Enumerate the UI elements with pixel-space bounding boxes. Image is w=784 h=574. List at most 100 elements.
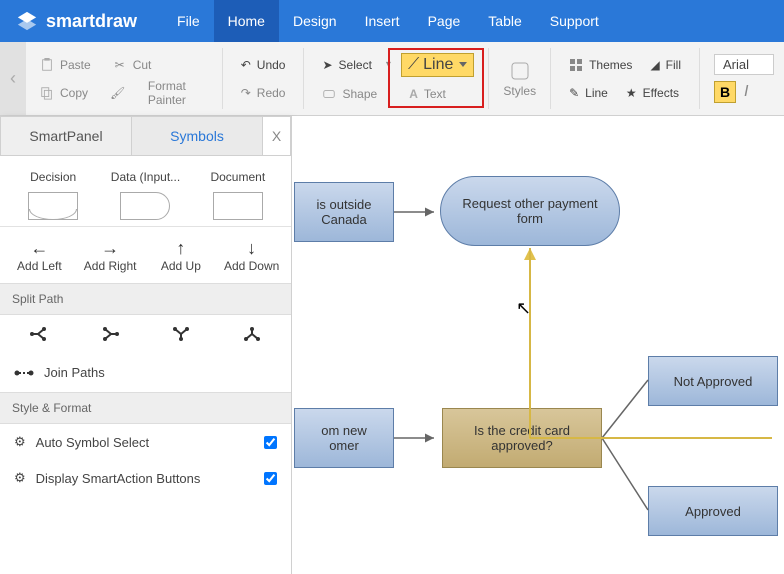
split-opt-2[interactable] bbox=[75, 325, 146, 343]
redo-label: Redo bbox=[257, 86, 286, 100]
add-up-button[interactable]: ↑Add Up bbox=[146, 237, 217, 273]
chevron-down-icon[interactable]: ▾ bbox=[386, 59, 391, 70]
line-label: Line bbox=[423, 56, 453, 74]
effects-label: Effects bbox=[643, 86, 679, 100]
themes-label: Themes bbox=[589, 58, 632, 72]
node-credit-approved-text: Is the credit card approved? bbox=[453, 423, 591, 453]
connector bbox=[602, 376, 652, 446]
cut-button[interactable]: ✂ Cut bbox=[109, 54, 156, 76]
shape-tool-button[interactable]: Shape bbox=[318, 83, 381, 105]
arrow-up-icon: ↑ bbox=[146, 237, 217, 259]
line-tool-button[interactable]: ⟋Line bbox=[401, 53, 474, 77]
text-icon: A bbox=[409, 87, 418, 101]
shape-data-input[interactable]: Data (Input... bbox=[106, 170, 184, 220]
menu-home[interactable]: Home bbox=[214, 0, 279, 42]
effects-button[interactable]: ★Effects bbox=[622, 82, 683, 104]
cut-label: Cut bbox=[133, 58, 152, 72]
menu-file[interactable]: File bbox=[163, 0, 214, 42]
shape-decision-label: Decision bbox=[30, 170, 76, 184]
undo-button[interactable]: ↶ Undo bbox=[237, 54, 290, 76]
drawing-canvas[interactable]: is outside Canada Request other payment … bbox=[292, 116, 784, 574]
menu-design[interactable]: Design bbox=[279, 0, 351, 42]
menu-support[interactable]: Support bbox=[536, 0, 613, 42]
node-not-approved[interactable]: Not Approved bbox=[648, 356, 778, 406]
line-style-button[interactable]: ✎ Line bbox=[565, 82, 612, 104]
pencil-icon: ✎ bbox=[569, 86, 579, 100]
node-request-payment[interactable]: Request other payment form bbox=[440, 176, 620, 246]
text-tool-button[interactable]: A Text bbox=[405, 83, 450, 105]
split-opt-4[interactable] bbox=[216, 325, 287, 343]
line-style-label: Line bbox=[585, 86, 608, 100]
brush-icon: 🖌 bbox=[110, 86, 124, 100]
node-new-customer-text: om new omer bbox=[321, 423, 367, 453]
join-paths-label: Join Paths bbox=[44, 365, 105, 380]
copy-button[interactable]: Copy bbox=[36, 82, 92, 104]
styles-label[interactable]: Styles bbox=[503, 84, 536, 98]
copy-label: Copy bbox=[60, 86, 88, 100]
shape-document[interactable]: Document bbox=[199, 170, 277, 220]
cursor-icon: ➤ bbox=[322, 58, 332, 72]
join-paths-button[interactable]: Join Paths bbox=[0, 353, 291, 392]
add-right-button[interactable]: →Add Right bbox=[75, 237, 146, 273]
mouse-cursor-icon: ↖ bbox=[516, 298, 531, 319]
menu-insert[interactable]: Insert bbox=[351, 0, 414, 42]
italic-button[interactable]: I bbox=[740, 83, 752, 101]
shape-document-label: Document bbox=[210, 170, 265, 184]
gear-icon: ⚙ bbox=[14, 470, 26, 486]
ribbon-collapse-handle[interactable]: ‹ bbox=[0, 42, 26, 115]
arrow-left-icon: ← bbox=[4, 237, 75, 259]
menubar: smartdraw File Home Design Insert Page T… bbox=[0, 0, 784, 42]
node-credit-approved[interactable]: Is the credit card approved? bbox=[442, 408, 602, 468]
add-left-button[interactable]: ←Add Left bbox=[4, 237, 75, 273]
themes-button[interactable]: Themes bbox=[565, 54, 636, 76]
menu-table[interactable]: Table bbox=[474, 0, 535, 42]
style-format-header: Style & Format bbox=[0, 392, 291, 424]
bold-button[interactable]: B bbox=[714, 81, 736, 103]
font-family-select[interactable]: Arial bbox=[714, 54, 774, 75]
add-up-label: Add Up bbox=[161, 259, 201, 273]
add-right-label: Add Right bbox=[84, 259, 137, 273]
app-name: smartdraw bbox=[46, 11, 137, 32]
tab-smartpanel[interactable]: SmartPanel bbox=[0, 116, 132, 156]
node-not-approved-text: Not Approved bbox=[674, 374, 753, 389]
opt-smartaction-check[interactable] bbox=[264, 472, 277, 485]
shape-decision[interactable]: Decision bbox=[14, 170, 92, 220]
split-path-row bbox=[0, 315, 291, 353]
node-new-customer[interactable]: om new omer bbox=[294, 408, 394, 468]
node-approved-text: Approved bbox=[685, 504, 741, 519]
node-request-payment-text: Request other payment form bbox=[451, 196, 609, 226]
undo-icon: ↶ bbox=[241, 58, 251, 72]
ribbon-group-tools: ➤ Select ▾ ⟋Line Shape A Text bbox=[318, 48, 489, 109]
split-opt-3[interactable] bbox=[146, 325, 217, 343]
panel-close-button[interactable]: X bbox=[263, 116, 291, 156]
add-direction-row: ←Add Left →Add Right ↑Add Up ↓Add Down bbox=[0, 226, 291, 283]
opt-smartaction[interactable]: ⚙ Display SmartAction Buttons bbox=[0, 460, 291, 496]
select-tool-button[interactable]: ➤ Select bbox=[318, 54, 375, 76]
text-label: Text bbox=[424, 87, 446, 101]
menu-page[interactable]: Page bbox=[414, 0, 475, 42]
scissors-icon: ✂ bbox=[113, 58, 127, 72]
redo-button[interactable]: ↷ Redo bbox=[237, 82, 290, 104]
undo-label: Undo bbox=[257, 58, 286, 72]
opt-auto-symbol-check[interactable] bbox=[264, 436, 277, 449]
tab-symbols[interactable]: Symbols bbox=[132, 116, 263, 156]
add-down-button[interactable]: ↓Add Down bbox=[216, 237, 287, 273]
chevron-down-icon[interactable] bbox=[459, 62, 467, 67]
gear-icon: ⚙ bbox=[14, 434, 26, 450]
paste-button[interactable]: Paste bbox=[36, 54, 95, 76]
connector bbox=[394, 206, 444, 218]
arrow-right-icon: → bbox=[75, 237, 146, 259]
split-opt-1[interactable] bbox=[4, 325, 75, 343]
select-label: Select bbox=[339, 58, 372, 72]
redo-icon: ↷ bbox=[241, 86, 251, 100]
ribbon-group-style-opts: Themes ◢Fill ✎ Line ★Effects bbox=[565, 48, 700, 109]
ribbon: ‹ Paste ✂Cut Copy 🖌Format Painter ↶Undo … bbox=[0, 42, 784, 116]
node-outside-canada[interactable]: is outside Canada bbox=[294, 182, 394, 242]
node-approved[interactable]: Approved bbox=[648, 486, 778, 536]
fill-button[interactable]: ◢Fill bbox=[646, 54, 685, 76]
shape-data-label: Data (Input... bbox=[111, 170, 180, 184]
paste-label: Paste bbox=[60, 58, 91, 72]
arrow-down-icon: ↓ bbox=[216, 237, 287, 259]
opt-auto-symbol[interactable]: ⚙ Auto Symbol Select bbox=[0, 424, 291, 460]
format-painter-button[interactable]: 🖌Format Painter bbox=[106, 82, 208, 104]
